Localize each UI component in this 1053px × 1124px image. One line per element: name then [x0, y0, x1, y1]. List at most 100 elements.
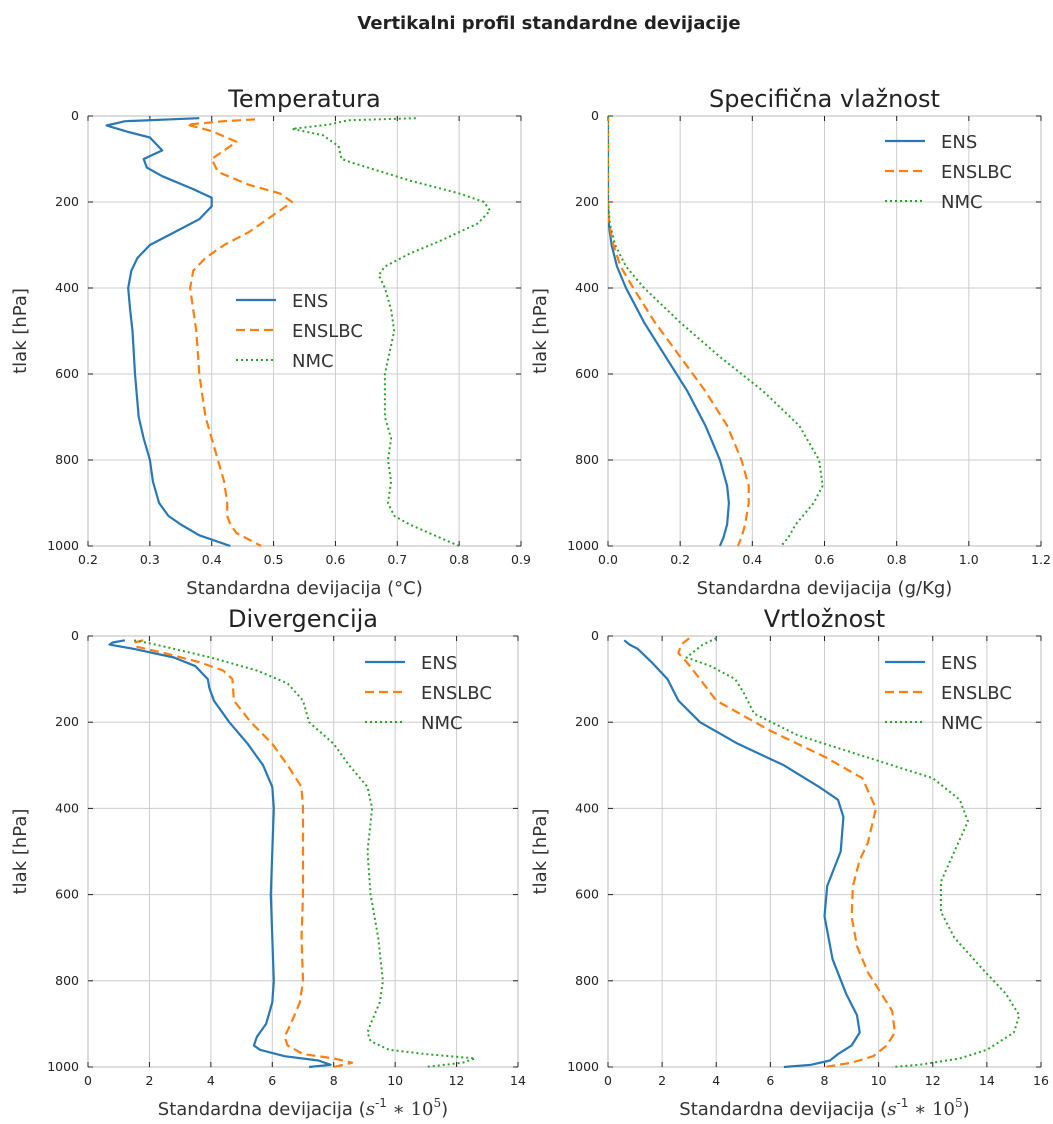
- series-line-nmc: [133, 639, 476, 1068]
- x-tick-label: 4: [712, 1073, 720, 1088]
- x-tick-label: 1.2: [1031, 552, 1051, 567]
- legend-label-ens: ENS: [421, 653, 457, 674]
- x-tick-label: 0: [604, 1073, 612, 1088]
- series-line-nmc: [291, 117, 492, 547]
- x-tick-label: 4: [207, 1073, 215, 1088]
- series-line-enslbc: [133, 639, 354, 1069]
- legend-label-nmc: NMC: [421, 713, 463, 734]
- x-tick-label: 16: [1033, 1073, 1049, 1088]
- y-axis-label: tlak [hPa]: [530, 288, 551, 374]
- x-tick-label: 12: [449, 1073, 465, 1088]
- x-tick-label: 2: [658, 1073, 666, 1088]
- y-axis-label: tlak [hPa]: [530, 809, 551, 895]
- y-tick-label: 1000: [47, 1059, 79, 1074]
- panel-specificna-vlaznost: 0.0 0.2 0.4 0.6 0.8 1.0 1.2 0 200 400 600 800 1000 EN…: [530, 85, 1051, 599]
- x-tick-label: 6: [766, 1073, 774, 1088]
- y-tick-label: 600: [575, 887, 599, 902]
- y-tick-label: 0: [591, 628, 599, 643]
- legend-label-enslbc: ENSLBC: [941, 683, 1012, 704]
- legend-label-enslbc: ENSLBC: [941, 162, 1012, 183]
- series-line-nmc: [685, 637, 1021, 1068]
- x-tick-label: 8: [330, 1073, 338, 1088]
- y-tick-label: 0: [71, 628, 79, 643]
- x-tick-label: 0.2: [670, 552, 690, 567]
- x-tick-label: 0.4: [202, 552, 222, 567]
- x-tick-label: 8: [821, 1073, 829, 1088]
- legend-label-ens: ENS: [941, 653, 977, 674]
- y-tick-label: 800: [55, 452, 79, 467]
- panel-title: Divergencija: [228, 605, 378, 633]
- panel-title: Temperatura: [227, 85, 381, 113]
- legend-label-ens: ENS: [941, 132, 977, 153]
- y-axis-label: tlak [hPa]: [10, 809, 31, 895]
- figure-suptitle: Vertikalni profil standardne devijacije: [357, 13, 740, 34]
- panel-temperatura: 0.2 0.3 0.4 0.5 0.6 0.7 0.8 0.9 0 200 400 600 800 100…: [10, 85, 531, 599]
- x-axis-label: Standardna devijacija (s-1 ∗ 105): [679, 1096, 969, 1120]
- y-tick-label: 1000: [47, 538, 79, 553]
- plot-area: [88, 116, 521, 546]
- x-axis-label: Standardna devijacija (°C): [186, 578, 423, 599]
- x-tick-label: 2: [145, 1073, 153, 1088]
- x-tick-label: 0.6: [815, 552, 835, 567]
- series-line-enslbc: [185, 118, 294, 547]
- y-axis-label: tlak [hPa]: [10, 288, 31, 374]
- y-tick-label: 800: [575, 452, 599, 467]
- x-tick-label: 0.8: [887, 552, 907, 567]
- legend-label-nmc: NMC: [292, 351, 334, 372]
- x-tick-label: 12: [925, 1073, 941, 1088]
- y-tick-label: 200: [575, 714, 599, 729]
- x-tick-label: 10: [387, 1073, 403, 1088]
- y-tick-label: 400: [575, 280, 599, 295]
- x-tick-label: 0.9: [511, 552, 531, 567]
- x-tick-label: 0.4: [742, 552, 762, 567]
- series-line-ens: [623, 639, 861, 1069]
- panel-vrtloznost: 0 2 4 6 8 10 12 14 16 0 200 400 600 800 1000 ENS ENSLBC N…: [530, 605, 1049, 1120]
- series-line-enslbc: [677, 637, 897, 1069]
- legend: ENS ENSLBC NMC: [885, 132, 1012, 213]
- y-tick-label: 400: [575, 800, 599, 815]
- plot-frame: [87, 115, 522, 547]
- x-tick-label: 14: [979, 1073, 995, 1088]
- y-tick-label: 600: [55, 887, 79, 902]
- panel-divergencija: 0 2 4 6 8 10 12 14 0 200 400 600 800 1000 ENS ENSLBC NMC…: [10, 605, 526, 1120]
- x-tick-label: 0.6: [325, 552, 345, 567]
- y-tick-label: 0: [71, 108, 79, 123]
- panel-title: Specifična vlažnost: [709, 85, 940, 113]
- y-tick-label: 200: [575, 194, 599, 209]
- legend-label-ens: ENS: [292, 291, 328, 312]
- series-line-enslbc: [608, 116, 750, 547]
- series-line-ens: [108, 639, 332, 1069]
- legend-label-nmc: NMC: [941, 192, 983, 213]
- y-tick-label: 800: [575, 973, 599, 988]
- y-tick-label: 400: [55, 280, 79, 295]
- x-tick-label: 14: [510, 1073, 526, 1088]
- y-tick-label: 1000: [567, 538, 599, 553]
- y-tick-label: 600: [55, 366, 79, 381]
- x-tick-label: 0.3: [140, 552, 160, 567]
- panel-title: Vrtložnost: [764, 605, 885, 633]
- x-tick-label: 0.5: [264, 552, 284, 567]
- x-tick-label: 0.2: [78, 552, 98, 567]
- legend: ENS ENSLBC NMC: [236, 291, 363, 372]
- legend: ENS ENSLBC NMC: [365, 653, 492, 734]
- x-tick-label: 1.0: [959, 552, 979, 567]
- x-tick-label: 10: [871, 1073, 887, 1088]
- y-tick-label: 800: [55, 973, 79, 988]
- x-axis-label: Standardna devijacija (s-1 ∗ 105): [158, 1096, 448, 1120]
- y-tick-label: 200: [55, 714, 79, 729]
- y-tick-label: 600: [575, 366, 599, 381]
- x-tick-label: 0.7: [387, 552, 407, 567]
- y-tick-label: 400: [55, 800, 79, 815]
- y-tick-label: 200: [55, 194, 79, 209]
- plot-frame: [87, 635, 519, 1068]
- series-line-nmc: [608, 116, 824, 547]
- x-tick-label: 0.8: [449, 552, 469, 567]
- x-axis-label: Standardna devijacija (g/Kg): [697, 578, 953, 599]
- x-tick-label: 6: [268, 1073, 276, 1088]
- x-tick-label: 0: [84, 1073, 92, 1088]
- series-line-ens: [105, 117, 231, 548]
- legend-label-enslbc: ENSLBC: [421, 683, 492, 704]
- legend-label-nmc: NMC: [941, 713, 983, 734]
- legend-label-enslbc: ENSLBC: [292, 321, 363, 342]
